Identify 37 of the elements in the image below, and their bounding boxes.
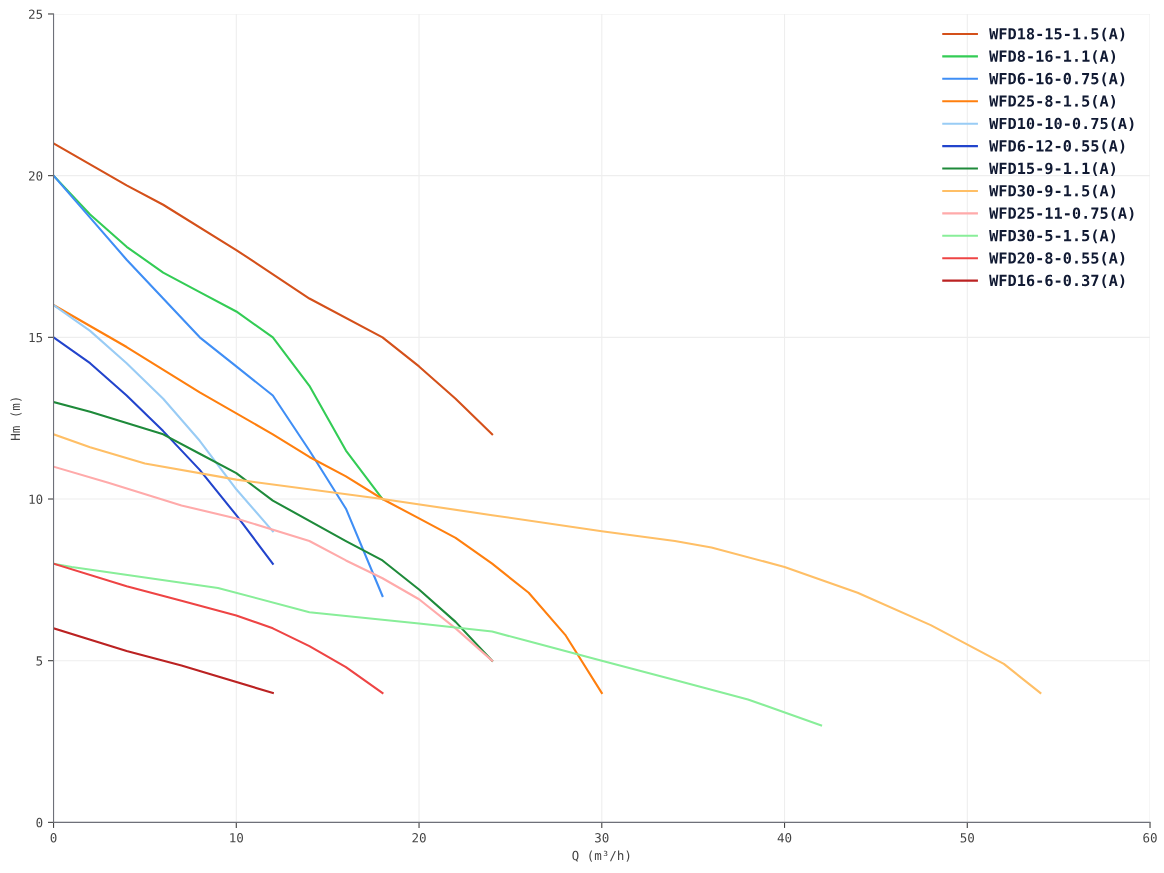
y-tick-label: 5 bbox=[36, 656, 43, 666]
y-tick-label: 25 bbox=[29, 9, 43, 19]
y-tick-label: 0 bbox=[36, 817, 43, 828]
x-tick-label: 20 bbox=[412, 833, 426, 843]
legend-label: WFD10-10-0.75(A) bbox=[989, 117, 1134, 132]
legend-label: WFD20-8-0.55(A) bbox=[989, 251, 1125, 266]
line-series bbox=[53, 562, 384, 695]
line-series bbox=[53, 303, 274, 533]
x-axis-title: Q (m³/h) bbox=[572, 850, 630, 862]
legend-label: WFD25-8-1.5(A) bbox=[989, 95, 1116, 109]
y-axis-title: Hm (m) bbox=[10, 398, 22, 440]
legend-label: WFD30-9-1.5(A) bbox=[989, 184, 1116, 199]
line-series bbox=[53, 627, 274, 695]
legend-label: WFD8-16-1.1(A) bbox=[989, 50, 1116, 64]
x-tick-label: 40 bbox=[777, 833, 792, 843]
legend-label: WFD6-16-0.75(A) bbox=[989, 72, 1125, 87]
legend-label: WFD25-11-0.75(A) bbox=[989, 207, 1134, 221]
x-tick-label: 50 bbox=[960, 833, 974, 843]
x-tick-label: 10 bbox=[230, 833, 244, 843]
x-tick-label: 60 bbox=[1143, 833, 1157, 843]
line-series bbox=[53, 336, 274, 565]
legend-label: WFD15-9-1.1(A) bbox=[989, 162, 1116, 176]
y-tick-label: 15 bbox=[29, 333, 43, 343]
x-tick-label: 0 bbox=[50, 833, 57, 843]
line-series bbox=[53, 400, 494, 662]
legend-label: WFD18-15-1.5(A) bbox=[989, 27, 1125, 42]
legend-label: WFD16-6-0.37(A) bbox=[989, 274, 1125, 289]
legend-label: WFD30-5-1.5(A) bbox=[989, 229, 1116, 244]
line-series bbox=[53, 303, 603, 695]
line-series bbox=[53, 142, 494, 436]
x-tick-label: 30 bbox=[595, 833, 609, 843]
y-tick-label: 20 bbox=[29, 171, 43, 181]
line-series bbox=[53, 465, 494, 662]
line-series bbox=[53, 174, 384, 598]
y-tick-label: 10 bbox=[29, 494, 43, 504]
line-series bbox=[53, 433, 1042, 695]
legend-label: WFD6-12-0.55(A) bbox=[989, 139, 1125, 154]
